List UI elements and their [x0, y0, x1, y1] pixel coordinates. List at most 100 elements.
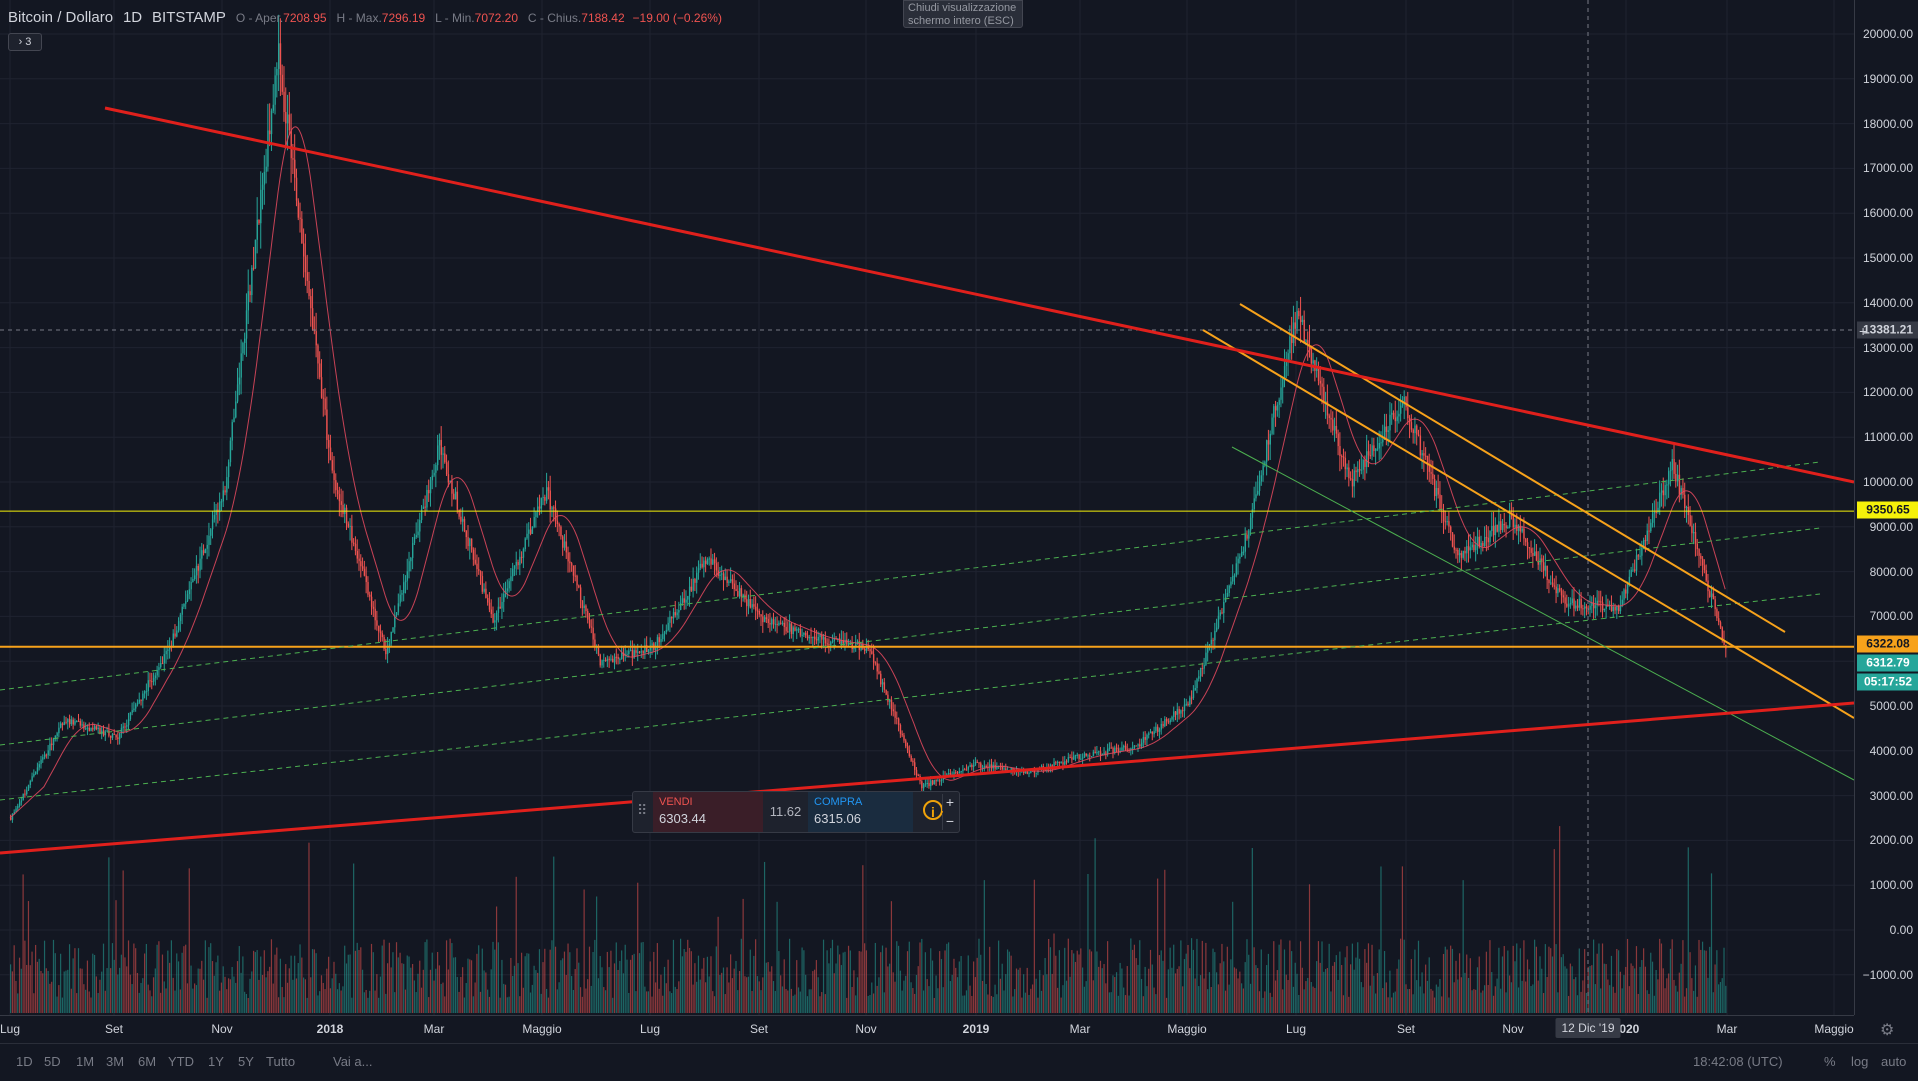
candle-body: [708, 558, 710, 560]
volume-bar: [1216, 972, 1218, 1013]
volume-bar: [326, 968, 328, 1013]
range-button-3m[interactable]: 3M: [106, 1054, 125, 1069]
volume-bar: [910, 982, 912, 1013]
candle-body: [165, 650, 167, 655]
volume-bar: [762, 977, 764, 1013]
range-button-tutto[interactable]: Tutto: [266, 1054, 296, 1069]
candle-body: [158, 667, 160, 671]
volume-bar: [104, 990, 106, 1013]
volume-bar: [201, 960, 203, 1013]
range-button-1y[interactable]: 1Y: [208, 1054, 224, 1069]
volume-bar: [1669, 948, 1672, 1013]
volume-bar: [290, 955, 292, 1013]
settings-gear-icon[interactable]: ⚙: [1880, 1022, 1895, 1039]
price-tick-label: 18000.00: [1862, 116, 1913, 131]
candle-body: [381, 633, 384, 638]
candle-body: [415, 535, 417, 538]
volume-bar: [781, 986, 784, 1013]
price-chart[interactable]: [0, 0, 1854, 1015]
range-button-6m[interactable]: 6M: [138, 1054, 157, 1069]
candle-body: [574, 575, 576, 577]
symbol-name[interactable]: Bitcoin / Dollaro: [8, 9, 114, 26]
candle-body: [762, 616, 764, 623]
candle-body: [1169, 719, 1171, 723]
volume-bar: [1403, 939, 1405, 1013]
candle-body: [622, 652, 625, 656]
volume-bar: [883, 992, 885, 1013]
candle-body: [658, 637, 660, 643]
candle-body: [101, 730, 103, 735]
candle-body: [1239, 556, 1241, 559]
volume-bar: [646, 991, 648, 1013]
range-button-1m[interactable]: 1M: [76, 1054, 95, 1069]
candle-body: [1603, 608, 1606, 611]
volume-bar: [1210, 986, 1212, 1013]
candle-body: [633, 650, 635, 658]
candle-body: [487, 597, 489, 603]
time-axis[interactable]: Lug Set Nov 2018 Mar Maggio Lug Set Nov 2019 Mar Ma…: [0, 1015, 1854, 1044]
quantity-plus-button[interactable]: +: [942, 794, 957, 811]
volume-bar: [181, 952, 183, 1013]
range-button-5d[interactable]: 5D: [44, 1054, 61, 1069]
drag-handle-icon[interactable]: ⠿: [637, 802, 648, 818]
volume-bar: [574, 969, 576, 1013]
utc-clock[interactable]: 18:42:08 (UTC): [1693, 1054, 1783, 1069]
candle-body: [538, 506, 541, 509]
candle-body: [122, 726, 124, 728]
volume-bar: [1389, 970, 1391, 1013]
candle-body: [1001, 765, 1003, 770]
volume-bar: [1115, 972, 1118, 1013]
volume-bar: [38, 958, 40, 1013]
price-scale[interactable]: 20000.00 19000.00 18000.00 17000.00 16000.00…: [1854, 0, 1918, 1015]
volume-bar: [1060, 997, 1062, 1013]
candle-body: [1298, 310, 1300, 317]
range-button-5y[interactable]: 5Y: [238, 1054, 254, 1069]
candle-body: [99, 727, 101, 735]
range-button-ytd[interactable]: YTD: [168, 1054, 194, 1069]
volume-bar: [1153, 987, 1155, 1013]
volume-bar: [97, 993, 99, 1013]
volume-bar: [858, 951, 860, 1013]
indicators-collapse-button[interactable]: › 3: [8, 33, 42, 51]
candle-body: [619, 659, 621, 661]
volume-bar: [415, 992, 417, 1013]
chart-area[interactable]: [0, 0, 1854, 1015]
candle-body: [676, 612, 678, 616]
goto-date-button[interactable]: Vai a...: [333, 1054, 373, 1069]
volume-bar: [92, 953, 94, 1013]
candle-body: [769, 622, 771, 625]
range-button-1d[interactable]: 1D: [16, 1054, 33, 1069]
candle-body: [1076, 754, 1079, 756]
buy-button[interactable]: COMPRA 6315.06: [808, 792, 913, 832]
crosshair-plus-icon[interactable]: +: [1859, 323, 1868, 339]
volume-bar: [783, 959, 785, 1013]
candle-body: [60, 723, 62, 728]
volume-bar: [1421, 972, 1423, 1013]
auto-toggle[interactable]: auto: [1881, 1054, 1907, 1069]
candle-body: [730, 579, 732, 582]
quantity-minus-button[interactable]: −: [942, 813, 957, 830]
volume-bar: [345, 963, 348, 1013]
volume-bar: [297, 963, 299, 1013]
candle-body: [1183, 704, 1186, 711]
volume-bar: [1012, 996, 1014, 1013]
volume-bar: [45, 968, 47, 1013]
candle-body: [1448, 521, 1450, 527]
candle-body: [928, 782, 930, 787]
volume-bar: [937, 988, 939, 1013]
candle-body: [1491, 525, 1493, 531]
volume-bar: [1333, 962, 1336, 1013]
sell-button[interactable]: VENDI 6303.44: [653, 792, 763, 832]
candle-body: [1155, 726, 1157, 732]
volume-bar: [871, 982, 873, 1013]
log-toggle[interactable]: log: [1851, 1054, 1869, 1069]
candle-body: [72, 719, 74, 725]
volume-bar: [990, 995, 993, 1013]
interval-label[interactable]: 1D: [122, 9, 143, 26]
percent-toggle[interactable]: %: [1824, 1054, 1836, 1069]
info-icon[interactable]: i: [923, 800, 943, 820]
volume-bar: [1526, 959, 1529, 1013]
candle-body: [181, 606, 183, 615]
candle-body: [1428, 463, 1431, 472]
volume-bar: [1183, 959, 1186, 1013]
